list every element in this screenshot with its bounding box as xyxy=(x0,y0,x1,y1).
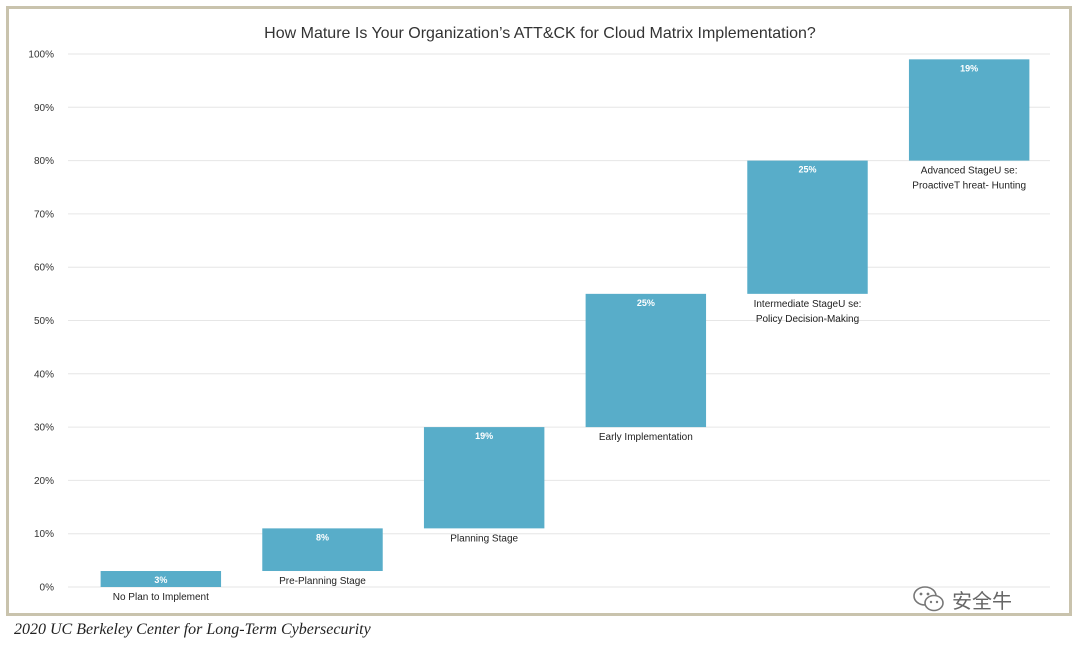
bar-group: 25% Intermediate StageU se: Policy Decisio… xyxy=(747,160,868,325)
data-label: 3% xyxy=(154,575,167,585)
bar-group: 19% Advanced StageU se: ProactiveT hreat- … xyxy=(908,59,1030,192)
y-tick-label: 40% xyxy=(34,369,54,380)
data-label: 25% xyxy=(798,165,816,175)
y-tick-label: 70% xyxy=(34,209,54,220)
bar xyxy=(262,528,383,572)
y-tick-label: 20% xyxy=(34,476,54,487)
bar-group: 19% Planning Stage xyxy=(423,427,545,544)
category-label: No Plan to Implement xyxy=(113,592,209,603)
y-tick-label: 30% xyxy=(34,423,54,434)
category-label: Pre-Planning Stage xyxy=(279,576,366,587)
bar xyxy=(100,571,222,587)
y-tick-label: 90% xyxy=(34,103,54,114)
y-axis-ticks: 0% 10% 20% 30% 40% 50% 60% 70% 80% 90% 100% xyxy=(28,50,54,594)
bar xyxy=(585,293,707,428)
bar-group: 3% No Plan to Implement xyxy=(100,571,222,603)
data-label: 8% xyxy=(316,532,329,542)
y-tick-label: 50% xyxy=(34,316,54,327)
data-label: 19% xyxy=(960,63,978,73)
bar xyxy=(423,427,545,529)
category-label: ProactiveT hreat- Hunting xyxy=(912,181,1026,192)
chart-title: How Mature Is Your Organization’s ATT&CK… xyxy=(264,25,816,42)
y-tick-label: 60% xyxy=(34,263,54,274)
y-tick-label: 10% xyxy=(34,529,54,540)
category-label: Advanced StageU se: xyxy=(921,166,1018,177)
grid-layer xyxy=(68,53,1050,588)
y-tick-label: 0% xyxy=(40,583,55,594)
bar xyxy=(747,160,868,294)
watermark-text: 安全牛 xyxy=(952,588,1012,613)
bar xyxy=(908,59,1030,161)
category-label: Early Implementation xyxy=(599,432,693,443)
wechat-icon xyxy=(913,586,944,612)
bar-group: 25% Early Implementation xyxy=(585,293,707,443)
y-tick-label: 100% xyxy=(28,50,54,61)
watermark: 安全牛 xyxy=(912,583,1012,615)
bars: 3% No Plan to Implement 8% Pre-Planning Sta… xyxy=(100,59,1030,603)
data-label: 25% xyxy=(637,298,655,308)
source-caption: 2020 UC Berkeley Center for Long-Term Cy… xyxy=(14,621,371,638)
y-tick-label: 80% xyxy=(34,156,54,167)
category-label: Planning Stage xyxy=(450,533,518,544)
bar-group: 8% Pre-Planning Stage xyxy=(262,528,383,587)
data-label: 19% xyxy=(475,431,493,441)
category-label: Intermediate StageU se: xyxy=(754,299,862,310)
category-label: Policy Decision-Making xyxy=(756,314,859,325)
